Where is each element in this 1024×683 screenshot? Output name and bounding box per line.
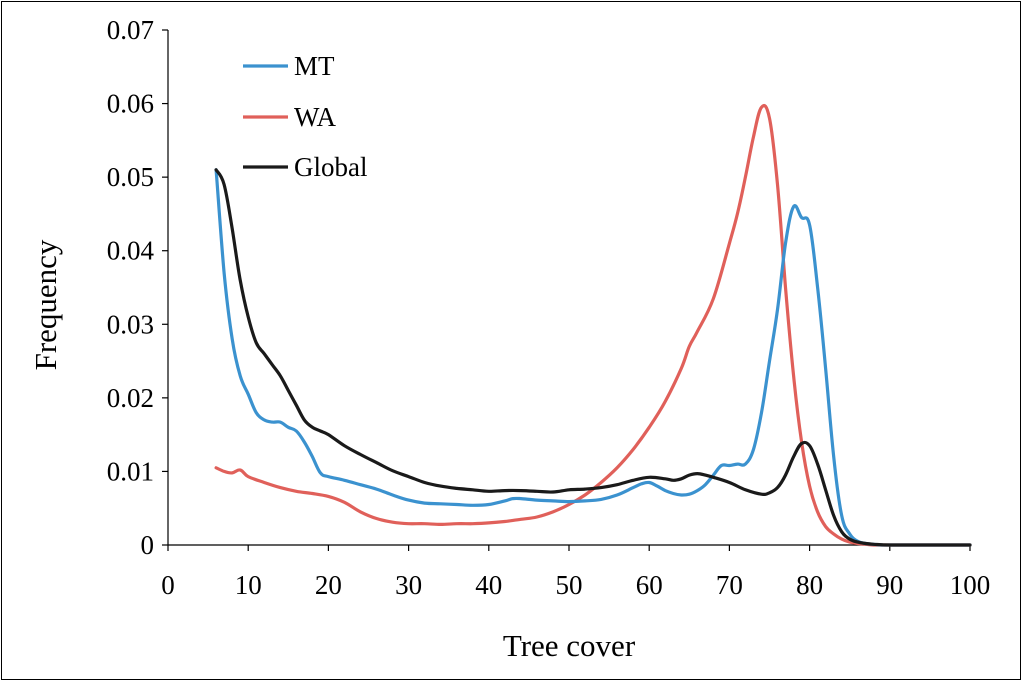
x-tick-label: 70 bbox=[716, 570, 743, 600]
legend: MT WA Global bbox=[243, 51, 368, 182]
y-tick-label: 0.07 bbox=[107, 15, 154, 45]
x-tick-label: 90 bbox=[876, 570, 903, 600]
y-tick-label: 0 bbox=[141, 530, 155, 560]
x-tick-label: 30 bbox=[395, 570, 422, 600]
x-tick-label: 60 bbox=[636, 570, 663, 600]
legend-label-global: Global bbox=[294, 152, 368, 182]
y-tick-label: 0.02 bbox=[107, 383, 154, 413]
x-tick-label: 50 bbox=[556, 570, 583, 600]
axes: 0 0.01 0.02 0.03 0.04 0.05 0.06 0.07 0 10 20 30 40 50… bbox=[107, 15, 991, 600]
y-tick-label: 0.03 bbox=[107, 309, 154, 339]
x-tick-label: 100 bbox=[950, 570, 991, 600]
y-tick-label: 0.01 bbox=[107, 456, 154, 486]
y-axis-title: Frequency bbox=[28, 239, 63, 370]
series-line-wa bbox=[214, 104, 972, 547]
legend-label-wa: WA bbox=[294, 102, 336, 132]
x-tick-label: 80 bbox=[796, 570, 823, 600]
series-line-mt bbox=[214, 168, 972, 547]
series-line-global bbox=[214, 168, 972, 547]
series-layer bbox=[214, 104, 972, 547]
y-tick-label: 0.06 bbox=[107, 89, 154, 119]
legend-label-mt: MT bbox=[294, 51, 335, 81]
x-tick-label: 20 bbox=[315, 570, 342, 600]
x-axis-title: Tree cover bbox=[503, 628, 636, 663]
y-tick-label: 0.05 bbox=[107, 162, 154, 192]
x-tick-label: 0 bbox=[161, 570, 175, 600]
x-tick-label: 40 bbox=[475, 570, 502, 600]
y-tick-label: 0.04 bbox=[107, 236, 155, 266]
x-tick-label: 10 bbox=[235, 570, 262, 600]
